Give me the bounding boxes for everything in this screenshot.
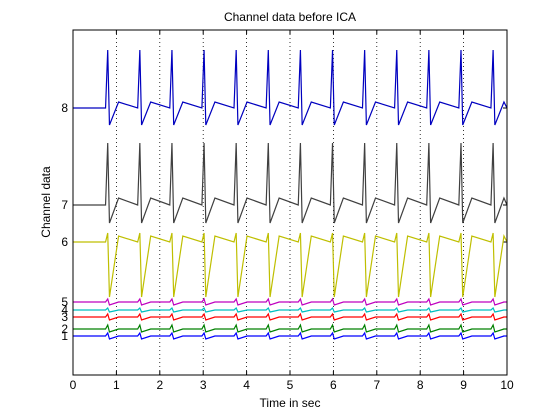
x-tick-label: 6: [330, 378, 337, 392]
series-line: [73, 306, 507, 313]
y-tick-label: 8: [61, 101, 68, 115]
y-tick-label: 5: [61, 295, 68, 309]
series-line: [73, 142, 508, 224]
y-axis-label: Channel data: [39, 166, 53, 238]
y-tick-label: 6: [61, 235, 68, 249]
series-line: [73, 232, 508, 298]
x-tick-label: 2: [156, 378, 163, 392]
axes-box: [72, 29, 508, 376]
series-line: [73, 49, 508, 126]
x-tick-label: 10: [500, 378, 514, 392]
y-tick-label: 2: [61, 322, 68, 336]
y-tick-label: 3: [61, 310, 68, 324]
chart-title: Channel data before ICA: [224, 10, 356, 24]
x-axis-label: Time in sec: [260, 396, 321, 410]
x-tick-label: 8: [417, 378, 424, 392]
series-line: [73, 323, 507, 333]
series-line: [73, 297, 507, 306]
x-tick-label: 7: [373, 378, 380, 392]
x-tick-label: 5: [287, 378, 294, 392]
y-tick-label: 4: [61, 303, 68, 317]
series-line: [73, 331, 507, 340]
x-tick-label: 0: [70, 378, 77, 392]
x-tick-label: 4: [243, 378, 250, 392]
y-tick-label: 1: [61, 329, 68, 343]
y-tick-label: 7: [61, 198, 68, 212]
x-tick-label: 3: [200, 378, 207, 392]
x-tick-label: 1: [113, 378, 120, 392]
series-line: [73, 312, 507, 321]
x-tick-label: 9: [460, 378, 467, 392]
